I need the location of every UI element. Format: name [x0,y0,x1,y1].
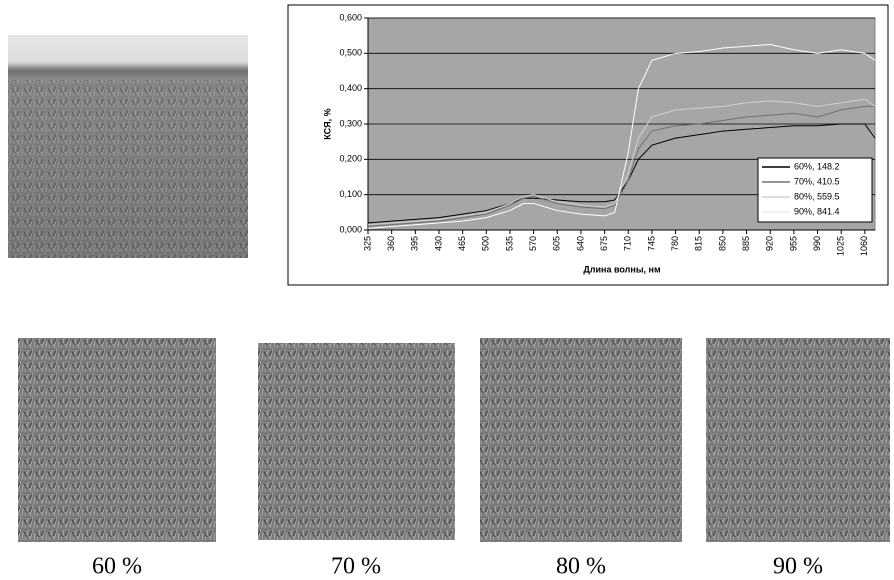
x-tick-label: 850 [717,236,727,251]
y-tick-label: 0,300 [339,118,362,128]
figure: 60 % 70 % 80 % 90 % КСЯ, % Длина волны, … [0,0,894,580]
photo-80 [480,338,682,542]
x-tick-label: 710 [623,236,633,251]
x-tick-label: 1025 [836,236,846,256]
caption: 60 % [92,554,142,580]
caption: 70 % [331,554,381,580]
y-tick-label: 0,500 [339,48,362,58]
x-tick-label: 500 [481,236,491,251]
y-tick-label: 0,600 [339,12,362,22]
y-axis-label: КСЯ, % [322,108,332,139]
caption: 90 % [773,554,823,580]
x-tick-label: 465 [457,236,467,251]
x-tick-label: 885 [741,236,751,251]
x-tick-label: 325 [362,236,372,251]
x-tick-label: 745 [646,236,656,251]
legend-label: 60%, 148.2 [794,161,840,171]
x-tick-label: 990 [812,236,822,251]
x-tick-label: 955 [788,236,798,251]
x-tick-label: 1060 [859,236,869,256]
x-tick-label: 780 [670,236,680,251]
x-tick-label: 815 [694,236,704,251]
caption: 80 % [556,554,606,580]
photo-60 [18,338,216,542]
x-tick-label: 360 [386,236,396,251]
x-tick-label: 920 [765,236,775,251]
y-tick-label: 0,000 [339,224,362,234]
legend-label: 70%, 410.5 [794,176,840,186]
y-tick-label: 0,200 [339,154,362,164]
x-axis-label: Длина волны, нм [583,264,661,274]
x-tick-label: 640 [575,236,585,251]
x-tick-label: 605 [552,236,562,251]
x-tick-label: 430 [433,236,443,251]
landscape-grass [8,80,248,258]
photo-70 [258,343,455,540]
photo-90 [706,338,890,542]
x-tick-label: 675 [599,236,609,251]
y-tick-label: 0,100 [339,189,362,199]
x-tick-label: 570 [528,236,538,251]
legend-label: 80%, 559.5 [794,191,840,201]
y-tick-label: 0,400 [339,83,362,93]
x-tick-label: 395 [410,236,420,251]
x-tick-label: 535 [504,236,514,251]
legend-label: 90%, 841.4 [794,206,840,216]
